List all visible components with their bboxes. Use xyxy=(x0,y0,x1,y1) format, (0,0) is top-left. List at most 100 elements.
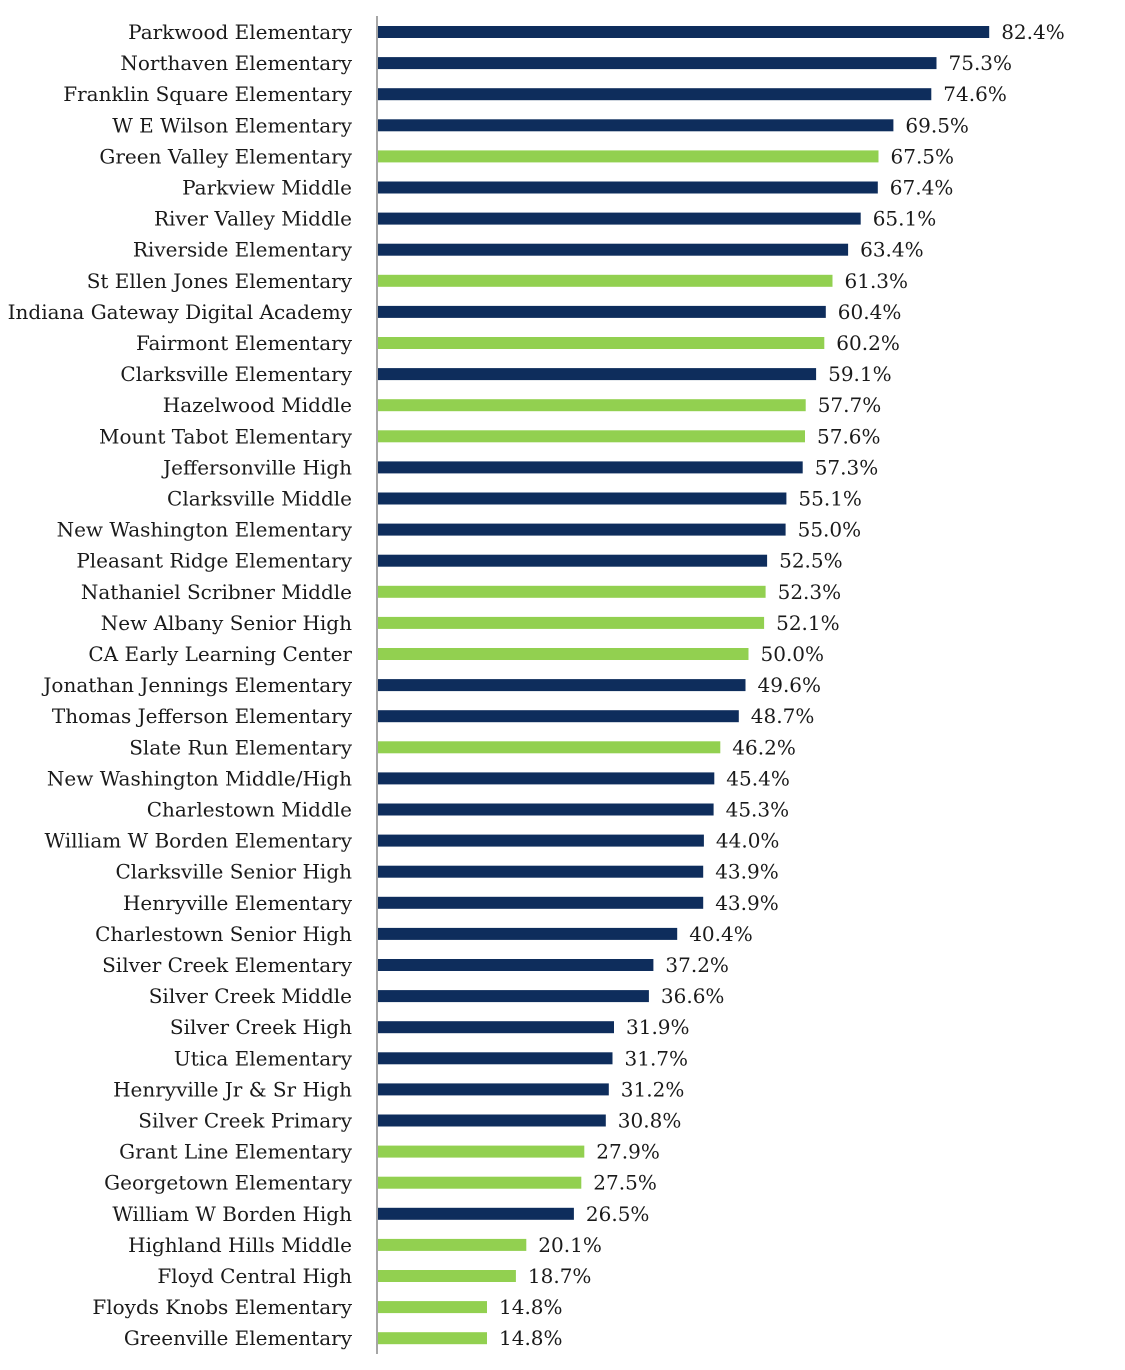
category-label: Utica Elementary xyxy=(174,1046,353,1070)
category-labels-group: Parkwood Elementary Northaven Elementary F… xyxy=(8,20,353,1350)
bar-charlestown-senior-high xyxy=(377,927,678,940)
value-label: 27.9% xyxy=(596,1140,660,1164)
value-label: 49.6% xyxy=(758,673,822,697)
category-label: Clarksville Elementary xyxy=(120,362,352,386)
bar-thomas-jefferson-elementary xyxy=(377,710,739,723)
value-label: 60.4% xyxy=(838,300,902,324)
bar-nathaniel-scribner-middle xyxy=(377,585,766,598)
bar-grant-line-elementary xyxy=(377,1145,585,1158)
bar-greenville-elementary xyxy=(377,1332,487,1345)
bar-silver-creek-high xyxy=(377,1021,614,1034)
value-label: 82.4% xyxy=(1001,20,1065,44)
category-label: Charlestown Senior High xyxy=(95,922,352,946)
value-label: 50.0% xyxy=(761,642,825,666)
bar-parkwood-elementary xyxy=(377,26,990,38)
bar-silver-creek-elementary xyxy=(377,959,654,971)
category-label: Franklin Square Elementary xyxy=(63,82,352,106)
value-label: 57.3% xyxy=(815,455,879,479)
category-label: Jeffersonville High xyxy=(161,455,352,479)
category-label: New Albany Senior High xyxy=(101,611,352,635)
category-label: Slate Run Elementary xyxy=(129,735,352,759)
bar-parkview-middle xyxy=(377,181,878,194)
category-label: Fairmont Elementary xyxy=(136,331,353,355)
category-label: CA Early Learning Center xyxy=(88,642,352,666)
value-label: 14.8% xyxy=(499,1326,563,1350)
category-label: Mount Tabot Elementary xyxy=(99,424,353,448)
category-label: Thomas Jefferson Elementary xyxy=(52,704,353,728)
bar-charlestown-middle xyxy=(377,803,714,816)
category-label: Indiana Gateway Digital Academy xyxy=(8,300,353,324)
bar-georgetown-elementary xyxy=(377,1176,582,1189)
bar-jeffersonville-high xyxy=(377,461,803,474)
value-label: 67.5% xyxy=(891,144,955,168)
category-label: Northaven Elementary xyxy=(120,51,352,75)
category-label: Riverside Elementary xyxy=(133,238,353,262)
category-label: Clarksville Senior High xyxy=(115,860,352,884)
value-labels-group: 82.4% 75.3% 74.6% 69.5% 67.5% 67.4% 65.1% 63.4%… xyxy=(499,20,1065,1350)
bar-mount-tabot-elementary xyxy=(377,430,805,443)
bar-henryville-elementary xyxy=(377,896,704,909)
category-label: Henryville Elementary xyxy=(123,891,353,915)
category-label: New Washington Elementary xyxy=(57,518,353,542)
category-label: New Washington Middle/High xyxy=(47,766,352,790)
value-label: 52.3% xyxy=(778,580,842,604)
value-label: 43.9% xyxy=(715,860,779,884)
value-label: 55.0% xyxy=(798,518,862,542)
category-label: Pleasant Ridge Elementary xyxy=(76,549,352,573)
value-label: 26.5% xyxy=(586,1202,650,1226)
bar-new-albany-senior-high xyxy=(377,616,765,629)
category-label: Silver Creek Primary xyxy=(138,1109,352,1133)
value-label: 48.7% xyxy=(751,704,815,728)
value-label: 55.1% xyxy=(798,487,862,511)
bars-group xyxy=(377,26,990,1345)
bar-ca-early-learning-center xyxy=(377,648,749,660)
category-label: River Valley Middle xyxy=(154,207,352,231)
bar-hazelwood-middle xyxy=(377,399,806,412)
bar-silver-creek-middle xyxy=(377,990,649,1003)
category-label: W E Wilson Elementary xyxy=(112,113,352,137)
bar-fairmont-elementary xyxy=(377,337,825,349)
bar-new-washington-elementary xyxy=(377,523,786,536)
bar-clarksville-middle xyxy=(377,492,787,505)
category-label: Silver Creek Middle xyxy=(149,984,352,1008)
bar-silver-creek-primary xyxy=(377,1114,606,1127)
category-label: Grant Line Elementary xyxy=(119,1140,353,1164)
value-label: 57.7% xyxy=(818,393,882,417)
value-label: 60.2% xyxy=(836,331,900,355)
value-label: 67.4% xyxy=(890,176,954,200)
category-label: William W Borden Elementary xyxy=(45,829,353,853)
value-label: 40.4% xyxy=(689,922,753,946)
category-label: Georgetown Elementary xyxy=(104,1171,353,1195)
category-label: Charlestown Middle xyxy=(147,798,352,822)
category-label: Clarksville Middle xyxy=(167,487,352,511)
value-label: 63.4% xyxy=(860,238,924,262)
category-label: Floyd Central High xyxy=(157,1264,352,1288)
category-label: Highland Hills Middle xyxy=(128,1233,352,1257)
bar-northaven-elementary xyxy=(377,57,937,70)
bar-jonathan-jennings-elementary xyxy=(377,679,746,692)
bar-pleasant-ridge-elementary xyxy=(377,554,768,567)
bar-indiana-gateway-digital-academy xyxy=(377,305,826,318)
category-label: Henryville Jr & Sr High xyxy=(113,1077,352,1101)
value-label: 31.7% xyxy=(625,1046,689,1070)
value-label: 31.2% xyxy=(621,1077,685,1101)
value-label: 14.8% xyxy=(499,1295,563,1319)
value-label: 45.3% xyxy=(726,798,790,822)
value-label: 75.3% xyxy=(949,51,1013,75)
value-label: 20.1% xyxy=(538,1233,602,1257)
category-label: Hazelwood Middle xyxy=(163,393,352,417)
value-label: 65.1% xyxy=(873,207,937,231)
category-label: Parkview Middle xyxy=(182,176,352,200)
bar-clarksville-senior-high xyxy=(377,865,704,878)
bar-w-e-wilson-elementary xyxy=(377,119,894,132)
bar-franklin-square-elementary xyxy=(377,88,932,101)
bar-new-washington-middle-high xyxy=(377,772,715,785)
value-label: 43.9% xyxy=(715,891,779,915)
bar-clarksville-elementary xyxy=(377,368,817,381)
value-label: 44.0% xyxy=(716,829,780,853)
value-label: 18.7% xyxy=(528,1264,592,1288)
category-label: Jonathan Jennings Elementary xyxy=(41,673,352,697)
value-label: 61.3% xyxy=(845,269,909,293)
category-label: St Ellen Jones Elementary xyxy=(87,269,353,293)
category-label: Green Valley Elementary xyxy=(99,144,352,168)
